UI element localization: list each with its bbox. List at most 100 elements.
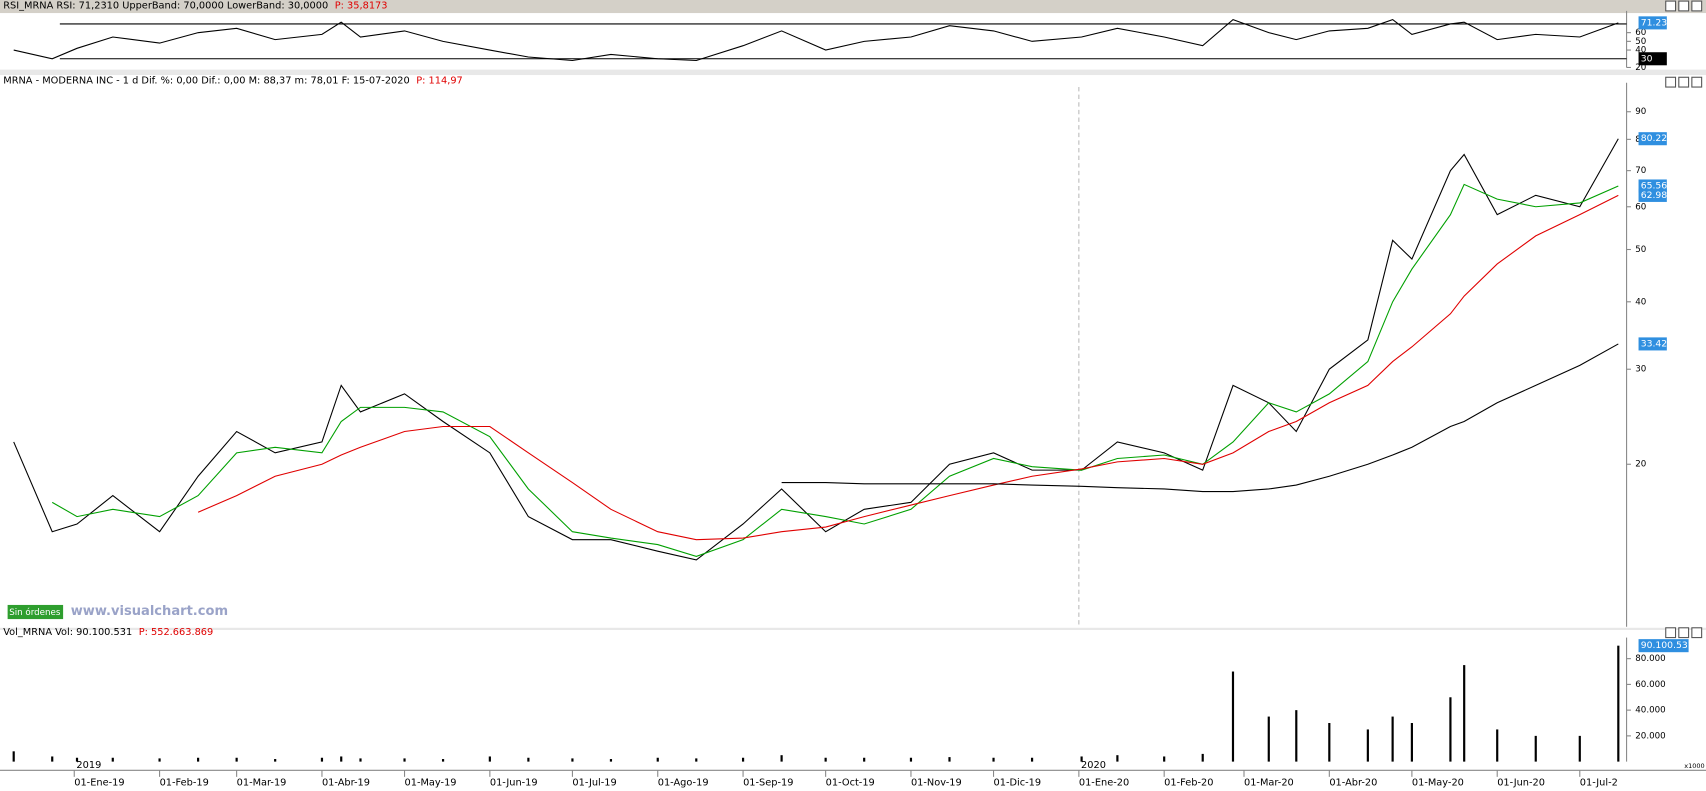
- window-buttons[interactable]: [1665, 0, 1703, 639]
- volume-bar: [1617, 645, 1620, 762]
- button[interactable]: [1678, 76, 1690, 88]
- x-tick-label: 01-Oct-19: [826, 777, 875, 788]
- header-price: P: 552.663.869: [139, 627, 214, 638]
- volume-bar: [1496, 729, 1499, 762]
- volume-bar: [75, 757, 79, 762]
- value-flag-label: 30: [1641, 53, 1653, 64]
- y-tick-label: 90: [1635, 107, 1646, 117]
- volume-bar: [1578, 735, 1581, 762]
- volume-bar: [656, 757, 659, 762]
- volume-bar: [992, 757, 995, 762]
- volume-bar: [197, 757, 200, 762]
- x-tick-label: 01-May-20: [1412, 777, 1464, 788]
- value-flag: [1638, 188, 1667, 202]
- volume-bar: [274, 759, 277, 762]
- y-tick-label: 60: [1635, 28, 1646, 38]
- value-flag-label: 65.56: [1641, 181, 1668, 192]
- axis-note: x1000: [1684, 762, 1704, 770]
- header-text: MRNA - MODERNA INC - 1 d Dif. %: 0,00 Di…: [3, 76, 409, 87]
- volume-bar: [1080, 756, 1083, 762]
- volume-bar: [51, 756, 54, 762]
- volume-bar: [741, 757, 745, 762]
- volume-bar: [1163, 756, 1166, 762]
- header-price: P: 114,97: [416, 76, 463, 87]
- value-flag: [1638, 52, 1667, 66]
- button[interactable]: [1691, 0, 1703, 12]
- header-text: Vol_MRNA Vol: 90.100.531: [3, 627, 132, 638]
- button[interactable]: [1665, 76, 1677, 88]
- x-tick-label: 01-Jun-20: [1497, 777, 1545, 788]
- volume-bar: [1410, 723, 1413, 762]
- value-flag-label: 33.42: [1641, 338, 1667, 349]
- x-tick-label: 01-Sep-19: [743, 777, 793, 788]
- volume-bar: [1391, 716, 1394, 762]
- button[interactable]: [1691, 627, 1703, 639]
- volume-bar: [1295, 710, 1298, 762]
- series-line: [197, 194, 1619, 541]
- series-line: [51, 183, 1619, 557]
- y-tick-label: 40.000: [1635, 706, 1665, 716]
- y-tick-label: 60: [1635, 202, 1646, 212]
- x-tick-label: 01-Jul-19: [572, 777, 616, 788]
- button[interactable]: [1665, 627, 1677, 639]
- panel-header: Vol_MRNA Vol: 90.100.531 P: 552.663.869: [3, 627, 213, 638]
- x-tick-label: 01-Nov-19: [911, 777, 962, 788]
- status: Sin órdenes: [9, 607, 61, 618]
- panel-header: MRNA - MODERNA INC - 1 d Dif. %: 0,00 Di…: [3, 76, 463, 87]
- volume-bar: [441, 759, 445, 762]
- button[interactable]: [1678, 627, 1690, 639]
- value-flag-label: 62.98: [1641, 190, 1668, 201]
- volume-bar: [1030, 757, 1034, 762]
- year-label: 2020: [1081, 760, 1106, 771]
- volume-bar: [1534, 735, 1537, 762]
- status-box: [7, 604, 64, 620]
- x-tick-label: 01-Abr-19: [322, 777, 370, 788]
- volume-bar: [1449, 697, 1452, 762]
- y-tick-label: 40: [1635, 297, 1646, 307]
- volume-bar: [948, 757, 951, 762]
- volume-bar: [1201, 753, 1204, 762]
- header-text: RSI_MRNA RSI: 71,2310 UpperBand: 70,0000…: [3, 0, 328, 11]
- header-price: P: 35,8173: [335, 0, 388, 11]
- separator: [0, 627, 1706, 630]
- volume-bar: [158, 758, 161, 762]
- volume-bar: [1328, 723, 1331, 762]
- header-strip: [0, 0, 1706, 14]
- button[interactable]: [1665, 0, 1677, 12]
- button[interactable]: [1678, 0, 1690, 12]
- y-tick-label: 50: [1635, 37, 1646, 47]
- x-tick-label: 01-Abr-20: [1329, 777, 1377, 788]
- x-tick-label: 01-Mar-20: [1244, 777, 1294, 788]
- series-line: [13, 18, 1619, 62]
- x-tick-label: 01-Ene-20: [1079, 777, 1129, 788]
- volume-bar: [571, 758, 574, 762]
- value-flag-label: 90.100.531: [1641, 640, 1694, 651]
- volume-bar: [320, 757, 324, 762]
- value-flag-label: 71.23: [1641, 17, 1668, 28]
- y-tick-label: 60.000: [1635, 680, 1665, 690]
- volume-bar: [340, 756, 343, 762]
- x-tick-label: 01-May-19: [405, 777, 457, 788]
- y-tick-label: 20.000: [1635, 731, 1665, 741]
- value-flag: [1638, 337, 1667, 351]
- watermark: www.visualchart.com: [71, 604, 228, 619]
- y-tick-label: 70: [1635, 166, 1646, 176]
- x-tick-label: 01-Dic-19: [994, 777, 1042, 788]
- panel-header: RSI_MRNA RSI: 71,2310 UpperBand: 70,0000…: [3, 0, 387, 11]
- volume-bar: [863, 757, 866, 762]
- year-label: 2019: [76, 760, 101, 771]
- volume-bar: [1267, 716, 1270, 762]
- x-tick-label: 01-Mar-19: [237, 777, 287, 788]
- x-tick-label: 01-Jun-19: [490, 777, 538, 788]
- value-flag: [1638, 16, 1667, 30]
- value-flag: [1638, 132, 1667, 146]
- value-flag: [1638, 639, 1689, 653]
- button[interactable]: [1691, 76, 1703, 88]
- volume-bar: [1463, 665, 1466, 762]
- volume-bar: [695, 758, 698, 762]
- volume-bar: [1231, 671, 1235, 762]
- x-tick-label: 01-Ago-19: [658, 777, 709, 788]
- separator: [0, 69, 1706, 76]
- volume-bar: [909, 757, 913, 762]
